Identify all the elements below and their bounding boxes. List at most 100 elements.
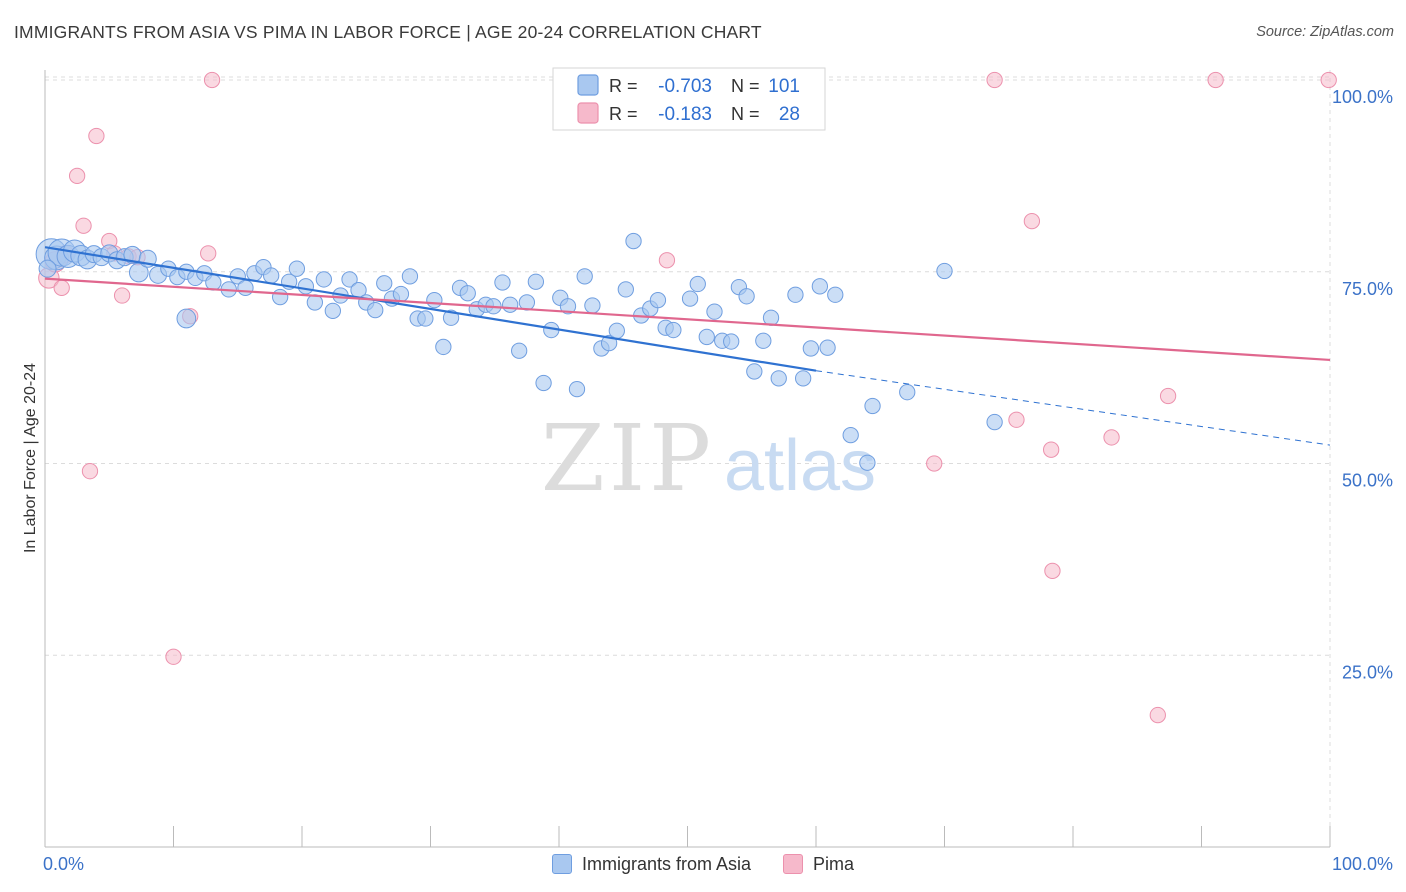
pima-r-value: -0.183 <box>658 104 712 125</box>
pima-point <box>1320 71 1337 89</box>
pima-point <box>1149 706 1166 724</box>
asia-point <box>584 297 601 314</box>
pima-point <box>81 463 99 480</box>
asia-point <box>649 291 667 309</box>
asia-point <box>706 303 723 320</box>
asia-point <box>665 321 682 339</box>
y-axis-label: In Labor Force | Age 20-24 <box>22 363 39 553</box>
asia-point <box>535 374 552 392</box>
asia-point <box>762 309 780 326</box>
asia-n-value: 101 <box>768 76 800 97</box>
asia-point <box>205 274 222 291</box>
asia-point <box>738 288 755 305</box>
asia-point <box>811 278 829 295</box>
pima-point <box>1043 441 1060 458</box>
asia-point <box>435 338 452 356</box>
y-tick-label: 50.0% <box>1342 471 1393 491</box>
pima-point <box>200 245 217 262</box>
asia-point <box>787 286 804 303</box>
pima-point <box>88 127 105 145</box>
asia-point <box>341 271 358 288</box>
pima-trend-line <box>44 277 1331 362</box>
asia-point <box>511 342 528 359</box>
asia-point <box>176 308 197 329</box>
stats-legend: R = -0.703 N = 101 R = -0.183 N = 28 <box>552 67 826 131</box>
legend-swatch-pima <box>783 854 804 874</box>
pima-point <box>203 71 221 89</box>
asia-point <box>527 273 545 290</box>
asia-n-label: N = <box>731 76 760 96</box>
asia-point <box>494 274 511 291</box>
chart-title: IMMIGRANTS FROM ASIA VS PIMA IN LABOR FO… <box>14 22 762 42</box>
asia-point <box>502 296 519 313</box>
x-tick-label-min: 0.0% <box>43 854 84 874</box>
asia-point <box>559 298 577 315</box>
pima-point <box>113 287 131 304</box>
pima-n-label: N = <box>731 104 760 124</box>
asia-point <box>864 397 881 415</box>
asia-point <box>392 285 410 303</box>
pima-r-label: R = <box>609 104 638 124</box>
legend-entry-asia[interactable]: Immigrants from Asia <box>551 853 752 875</box>
pima-point <box>1044 562 1061 580</box>
asia-point <box>417 310 434 327</box>
asia-point <box>426 291 443 309</box>
asia-trend-line <box>44 246 817 372</box>
pima-point <box>53 279 70 297</box>
pima-point <box>68 167 86 185</box>
asia-point <box>698 328 715 346</box>
y-tick-label: 100.0% <box>1332 87 1393 107</box>
asia-point <box>795 370 812 387</box>
series-legend: Immigrants from Asia Pima <box>0 852 1406 876</box>
watermark: ZIP atlas <box>541 405 876 512</box>
watermark-zip: ZIP <box>541 405 715 512</box>
asia-point <box>770 370 787 387</box>
y-tick-label: 75.0% <box>1342 279 1393 299</box>
asia-point <box>608 322 625 339</box>
asia-point <box>401 268 419 285</box>
asia-point <box>819 339 836 356</box>
asia-point <box>899 384 916 401</box>
asia-point <box>376 275 393 292</box>
trend-lines <box>44 246 1331 446</box>
asia-point <box>272 288 289 306</box>
pima-point <box>986 71 1003 89</box>
asia-point <box>568 380 586 398</box>
asia-point <box>263 267 280 284</box>
pima-point <box>1008 411 1025 428</box>
legend-label-asia: Immigrants from Asia <box>581 853 752 874</box>
asia-point <box>237 279 254 297</box>
pima-n-value: 28 <box>779 104 800 125</box>
pima-point <box>165 648 182 665</box>
y-tick-label: 25.0% <box>1342 662 1393 682</box>
asia-point <box>842 426 859 444</box>
asia-point <box>617 281 634 298</box>
legend-entry-pima[interactable]: Pima <box>783 854 854 875</box>
asia-point <box>827 286 844 303</box>
asia-point <box>689 275 706 293</box>
asia-legend-swatch <box>577 74 599 96</box>
asia-point <box>459 285 476 302</box>
asia-point <box>315 271 332 288</box>
asia-r-value: -0.703 <box>658 76 712 97</box>
asia-point <box>936 262 953 280</box>
asia-point <box>681 290 699 307</box>
pima-point <box>1159 387 1177 405</box>
asia-point <box>755 332 772 349</box>
asia-point <box>859 454 876 471</box>
asia-point <box>38 259 57 278</box>
axis-layer <box>44 70 1331 848</box>
asia-point <box>723 333 740 350</box>
pima-point <box>1103 429 1120 446</box>
pima-point <box>1207 71 1224 89</box>
legend-swatch-asia <box>551 854 572 874</box>
x-tick-label-max: 100.0% <box>1332 854 1393 874</box>
asia-point <box>625 232 642 250</box>
asia-point <box>576 268 593 285</box>
chart-source: Source: ZipAtlas.com <box>1256 24 1394 40</box>
asia-point <box>986 413 1003 431</box>
pima-legend-swatch <box>577 102 599 124</box>
pima-points <box>38 71 1337 724</box>
pima-point <box>658 252 676 269</box>
